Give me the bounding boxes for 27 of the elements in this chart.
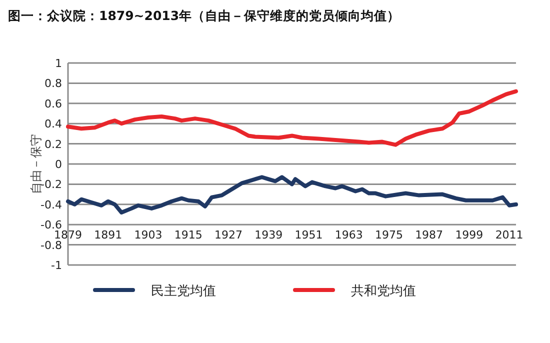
plot: -1 -0.8 -0.6 -0.4 -0.2 0 0.2 0.4 0.6 0.8 1 1879 1891 1903 1915 1927 1939 1951 1963 1975 1987 1999 2011	[40, 57, 524, 272]
y-tick-label: -0.2	[40, 178, 62, 192]
x-tick-label: 2011	[495, 228, 524, 242]
legend-label: 民主党均值	[151, 283, 216, 299]
chart-title: 图一：众议院：1879~2013年（自由－保守维度的党员倾向均值）	[8, 8, 400, 23]
y-tick-label: 1	[55, 57, 62, 70]
y-tick-label: 0.2	[44, 138, 62, 151]
x-tick-label: 1951	[294, 228, 323, 242]
x-tick-label: 1987	[415, 228, 444, 242]
x-tick-label: 1915	[174, 228, 202, 242]
x-tick-label: 1891	[94, 228, 122, 242]
y-tick-label: 0.6	[44, 97, 62, 110]
y-tick-label: -0.4	[40, 198, 62, 212]
y-tick-label: -1	[51, 259, 62, 272]
y-tick-label: 0.4	[44, 118, 62, 131]
x-tick-label: 1903	[134, 228, 162, 242]
x-tick-label: 1939	[254, 228, 283, 242]
legend-label: 共和党均值	[351, 284, 416, 299]
x-tick-label: 1999	[455, 228, 484, 242]
x-tick-label: 1927	[214, 228, 242, 242]
y-tick-label: 0.8	[44, 77, 62, 90]
line-series	[66, 175, 518, 214]
x-tick-label: 1963	[334, 228, 363, 242]
line-series	[66, 89, 518, 147]
y-tick-label: 0	[55, 158, 62, 171]
x-tick-label: 1975	[374, 228, 403, 242]
y-axis-title: 自由－保守	[29, 134, 43, 194]
